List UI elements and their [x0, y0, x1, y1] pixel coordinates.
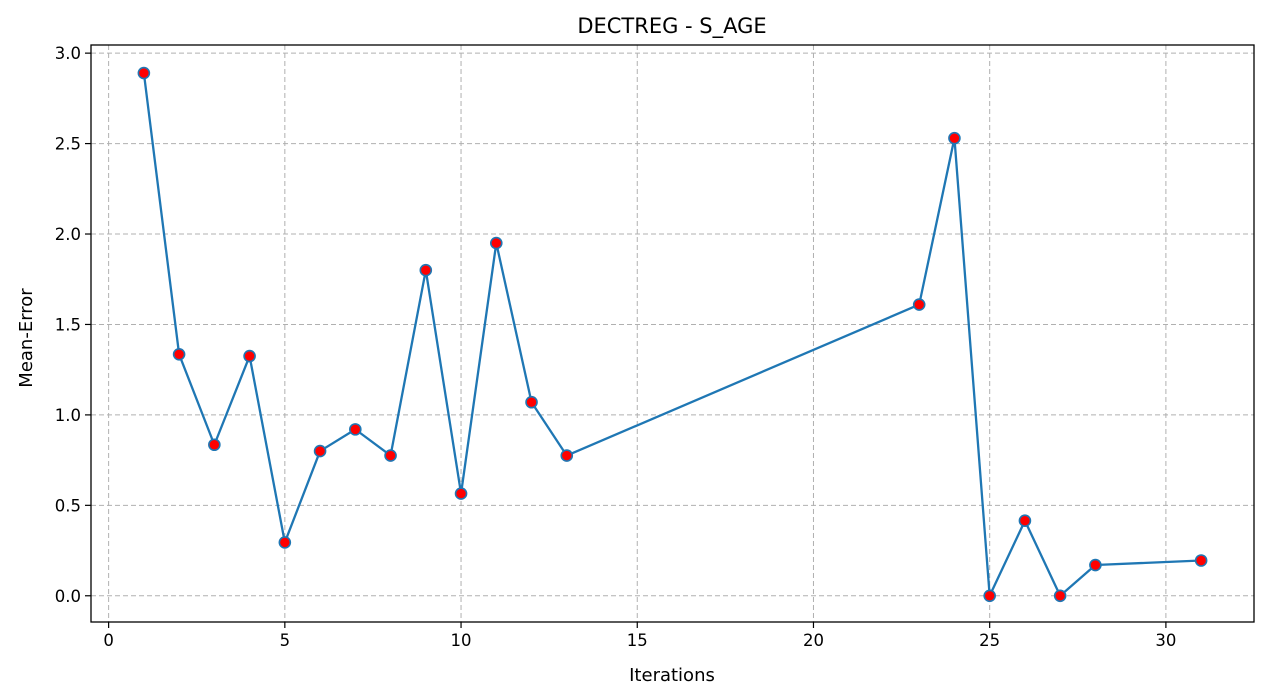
x-tick-label: 30 — [1155, 631, 1176, 650]
y-tick-label: 0.5 — [55, 496, 81, 515]
grid — [91, 45, 1254, 622]
y-tick-label: 0.0 — [55, 587, 81, 606]
data-point — [208, 438, 221, 452]
data-point — [1018, 514, 1032, 528]
data-point — [1089, 558, 1102, 572]
x-axis-label: Iterations — [629, 665, 715, 686]
y-tick-label: 1.0 — [55, 406, 81, 425]
series-line — [142, 72, 1202, 597]
data-point — [560, 449, 574, 462]
x-tick-label: 25 — [979, 631, 1000, 650]
data-point — [243, 349, 256, 363]
data-point — [983, 589, 996, 603]
data-point — [349, 423, 362, 436]
data-point — [278, 536, 292, 549]
data-point — [489, 236, 503, 250]
data-point — [419, 263, 433, 277]
chart-title: DECTREG - S_AGE — [577, 14, 766, 39]
ticks: 0 5 10 15 20 25 30 0.0 0.5 1.0 1.5 2.0 2.5 3.0 — [55, 44, 1177, 650]
data-point — [454, 487, 468, 500]
x-tick-label: 0 — [103, 631, 114, 650]
data-point — [137, 66, 151, 80]
data-point — [313, 444, 327, 458]
x-tick-label: 10 — [451, 631, 472, 650]
data-point — [384, 449, 397, 462]
marker-layer — [137, 66, 1208, 603]
x-tick-label: 15 — [627, 631, 648, 650]
data-point — [1194, 554, 1208, 567]
x-tick-label: 5 — [280, 631, 291, 650]
y-axis-label: Mean-Error — [16, 288, 37, 388]
data-point — [912, 298, 926, 311]
y-tick-label: 2.0 — [55, 225, 81, 244]
series-layer — [142, 72, 1202, 597]
data-point — [525, 395, 538, 409]
plot-frame — [90, 44, 1255, 623]
data-point — [948, 131, 961, 145]
y-tick-label: 3.0 — [55, 44, 81, 63]
data-point — [172, 348, 186, 361]
data-point — [1053, 589, 1067, 603]
y-tick-label: 2.5 — [55, 135, 81, 154]
x-tick-label: 20 — [803, 631, 824, 650]
y-tick-label: 1.5 — [55, 315, 81, 334]
